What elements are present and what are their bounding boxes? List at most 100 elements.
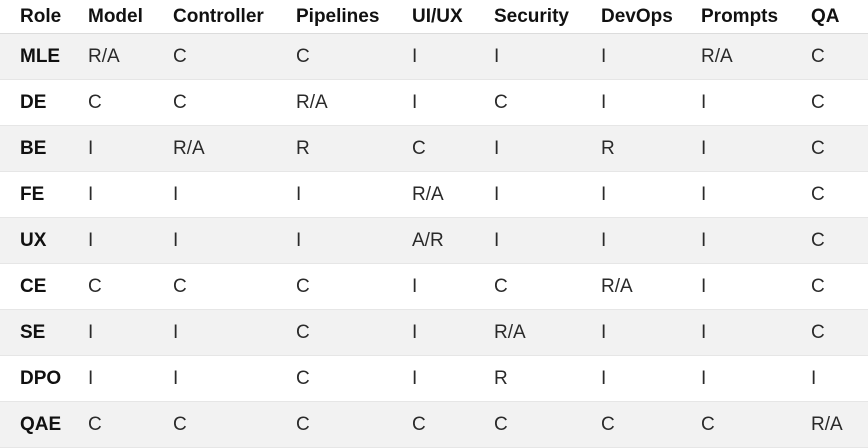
raci-cell: R/A: [494, 309, 601, 356]
table-row: DE C C R/A I C I I C: [0, 79, 868, 126]
raci-cell: I: [701, 125, 811, 172]
raci-cell: C: [173, 33, 296, 80]
raci-cell: C: [601, 401, 701, 448]
table-body: MLE R/A C C I I I R/A C DE C C R/A I C I I C BE I R/A R C I R I C F…: [0, 33, 868, 448]
raci-cell: C: [88, 263, 173, 310]
raci-cell: I: [412, 355, 494, 402]
raci-cell: R: [296, 125, 412, 172]
table-row: SE I I C I R/A I I C: [0, 309, 868, 356]
role-cell: MLE: [0, 33, 88, 80]
raci-cell: C: [494, 79, 601, 126]
raci-cell: R/A: [296, 79, 412, 126]
raci-cell: C: [811, 263, 868, 310]
raci-cell: C: [494, 401, 601, 448]
raci-cell: I: [88, 125, 173, 172]
raci-cell: I: [701, 171, 811, 218]
raci-cell: I: [88, 355, 173, 402]
raci-cell: C: [296, 401, 412, 448]
table-header: Role Model Controller Pipelines UI/UX Se…: [0, 0, 868, 34]
raci-cell: I: [701, 355, 811, 402]
role-cell: UX: [0, 217, 88, 264]
role-cell: CE: [0, 263, 88, 310]
raci-cell: C: [296, 355, 412, 402]
role-cell: DPO: [0, 355, 88, 402]
header-controller: Controller: [173, 0, 296, 34]
raci-cell: R/A: [701, 33, 811, 80]
header-row: Role Model Controller Pipelines UI/UX Se…: [0, 0, 868, 34]
raci-cell: I: [601, 171, 701, 218]
raci-cell: I: [88, 309, 173, 356]
raci-cell: I: [601, 355, 701, 402]
role-cell: SE: [0, 309, 88, 356]
raci-cell: I: [601, 79, 701, 126]
role-cell: FE: [0, 171, 88, 218]
raci-cell: I: [412, 33, 494, 80]
raci-cell: C: [88, 79, 173, 126]
raci-cell: I: [494, 33, 601, 80]
table-row: BE I R/A R C I R I C: [0, 125, 868, 172]
header-security: Security: [494, 0, 601, 34]
header-ui-ux: UI/UX: [412, 0, 494, 34]
raci-cell: I: [701, 79, 811, 126]
table-row: MLE R/A C C I I I R/A C: [0, 33, 868, 80]
raci-cell: C: [811, 309, 868, 356]
role-cell: BE: [0, 125, 88, 172]
raci-cell: R/A: [88, 33, 173, 80]
header-role: Role: [0, 0, 88, 34]
raci-cell: I: [494, 171, 601, 218]
raci-cell: C: [412, 401, 494, 448]
raci-cell: I: [173, 217, 296, 264]
raci-cell: R: [601, 125, 701, 172]
raci-cell: C: [296, 33, 412, 80]
raci-cell: I: [412, 263, 494, 310]
raci-cell: I: [296, 171, 412, 218]
header-pipelines: Pipelines: [296, 0, 412, 34]
raci-cell: I: [701, 217, 811, 264]
role-cell: QAE: [0, 401, 88, 448]
raci-cell: C: [811, 217, 868, 264]
raci-cell: I: [173, 355, 296, 402]
raci-cell: C: [296, 309, 412, 356]
raci-cell: I: [811, 355, 868, 402]
raci-cell: C: [173, 263, 296, 310]
raci-cell: C: [811, 79, 868, 126]
raci-cell: C: [173, 79, 296, 126]
role-cell: DE: [0, 79, 88, 126]
raci-cell: I: [494, 125, 601, 172]
raci-cell: I: [173, 309, 296, 356]
raci-cell: C: [88, 401, 173, 448]
raci-cell: A/R: [412, 217, 494, 264]
header-model: Model: [88, 0, 173, 34]
header-prompts: Prompts: [701, 0, 811, 34]
raci-cell: C: [173, 401, 296, 448]
raci-cell: R/A: [173, 125, 296, 172]
raci-cell: C: [296, 263, 412, 310]
raci-cell: C: [811, 33, 868, 80]
header-qa: QA: [811, 0, 868, 34]
raci-cell: I: [296, 217, 412, 264]
raci-cell: C: [494, 263, 601, 310]
raci-cell: R/A: [412, 171, 494, 218]
raci-cell: C: [701, 401, 811, 448]
raci-cell: I: [173, 171, 296, 218]
table-row: QAE C C C C C C C R/A: [0, 401, 868, 448]
raci-cell: I: [88, 217, 173, 264]
raci-cell: R: [494, 355, 601, 402]
raci-cell: R/A: [811, 401, 868, 448]
table-row: CE C C C I C R/A I C: [0, 263, 868, 310]
raci-cell: I: [701, 309, 811, 356]
table-row: DPO I I C I R I I I: [0, 355, 868, 402]
raci-cell: C: [811, 125, 868, 172]
raci-cell: I: [412, 79, 494, 126]
raci-cell: I: [88, 171, 173, 218]
raci-cell: I: [701, 263, 811, 310]
raci-cell: I: [601, 33, 701, 80]
raci-cell: C: [811, 171, 868, 218]
raci-cell: C: [412, 125, 494, 172]
table-row: UX I I I A/R I I I C: [0, 217, 868, 264]
raci-cell: I: [494, 217, 601, 264]
header-devops: DevOps: [601, 0, 701, 34]
table-row: FE I I I R/A I I I C: [0, 171, 868, 218]
raci-cell: I: [412, 309, 494, 356]
